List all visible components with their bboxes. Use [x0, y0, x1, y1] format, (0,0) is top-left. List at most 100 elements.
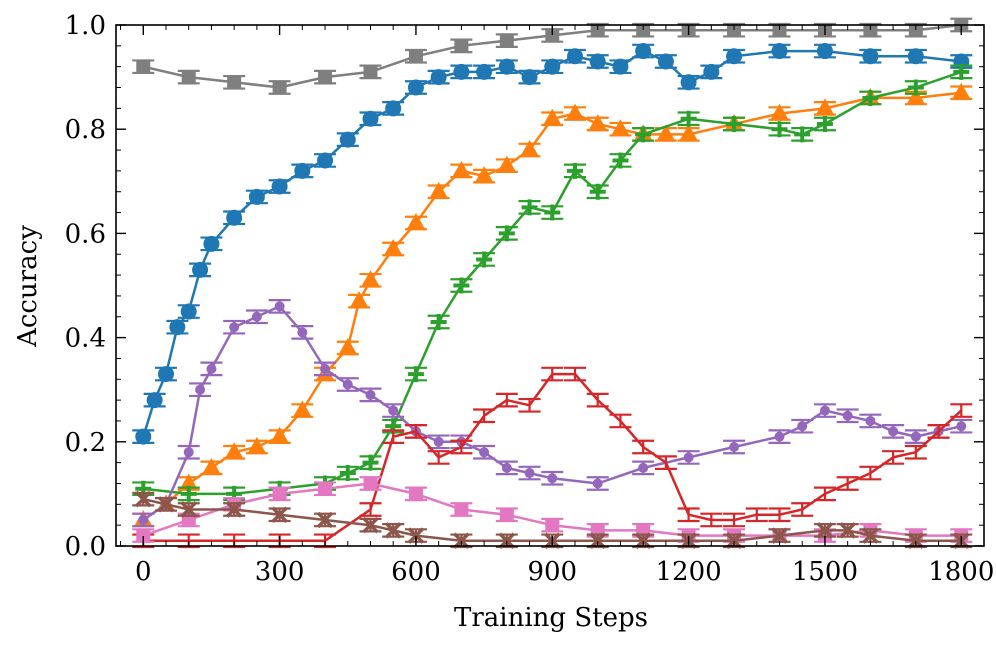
marker-triangle: [384, 239, 403, 256]
data-point-orange: [450, 160, 473, 179]
data-point-orange: [813, 98, 836, 116]
marker-square: [499, 33, 514, 48]
marker-circle: [407, 79, 424, 96]
data-point-purple: [200, 361, 223, 377]
data-point-red: [882, 450, 905, 465]
data-point-red: [359, 502, 382, 517]
marker-circle: [180, 303, 197, 320]
data-point-green: [450, 277, 473, 294]
data-point-blue: [166, 319, 189, 336]
marker-x: [316, 511, 334, 529]
data-point-green: [723, 115, 746, 132]
data-point-brown: [382, 522, 405, 539]
data-point-red: [904, 444, 927, 460]
marker-circle: [476, 63, 493, 80]
marker-circle: [342, 379, 353, 390]
data-point-purple: [291, 325, 314, 340]
marker-circle: [248, 188, 265, 205]
data-point-orange: [677, 124, 700, 142]
data-point-purple: [336, 377, 359, 392]
data-point-purple: [677, 450, 700, 465]
data-point-orange: [654, 124, 677, 142]
marker-square: [363, 476, 378, 491]
series-purple: [132, 298, 973, 528]
marker-x: [225, 501, 243, 518]
marker-circle: [294, 162, 311, 179]
data-point-green: [359, 454, 382, 471]
marker-circle: [524, 468, 535, 479]
data-point-purple: [189, 382, 212, 398]
data-point-red: [768, 507, 791, 523]
data-point-blue: [291, 162, 314, 179]
data-point-green: [677, 110, 700, 127]
data-point-red: [563, 366, 586, 382]
marker-triangle: [770, 103, 789, 120]
data-point-gray: [632, 22, 655, 38]
data-point-green: [518, 199, 541, 216]
data-point-orange: [200, 457, 223, 476]
data-point-green: [473, 251, 496, 268]
marker-plus: [362, 454, 379, 471]
marker-plus: [726, 115, 743, 132]
marker-circle: [657, 53, 674, 70]
marker-plus: [407, 366, 424, 383]
data-point-pink: [495, 507, 518, 523]
data-point-purple: [950, 418, 973, 434]
marker-circle: [339, 131, 356, 148]
marker-square: [636, 23, 651, 38]
data-point-purple: [904, 429, 927, 444]
marker-circle: [797, 421, 808, 432]
marker-square: [727, 23, 742, 38]
data-point-red: [654, 455, 677, 470]
data-point-green: [427, 313, 450, 330]
data-point-orange: [291, 400, 314, 418]
marker-circle: [498, 58, 515, 75]
data-point-purple: [473, 444, 496, 460]
data-point-blue: [154, 366, 177, 383]
marker-circle: [816, 43, 833, 60]
marker-circle: [430, 69, 447, 86]
data-point-green: [950, 63, 973, 80]
plot-frame: [115, 24, 985, 547]
x-tick-label: 900: [527, 557, 577, 587]
data-point-gray: [404, 48, 427, 64]
data-point-blue: [586, 53, 609, 70]
data-point-red: [609, 413, 632, 429]
marker-circle: [203, 235, 220, 252]
data-point-blue: [200, 235, 223, 252]
data-point-pink: [450, 502, 473, 517]
marker-triangle: [338, 338, 357, 355]
data-point-orange: [223, 442, 246, 460]
data-point-red: [700, 512, 723, 528]
data-point-orange: [359, 270, 382, 288]
data-point-blue: [563, 48, 586, 65]
marker-plus: [953, 63, 970, 80]
y-tick-label: 0.8: [65, 115, 106, 145]
data-point-purple: [836, 408, 859, 424]
marker-circle: [362, 110, 379, 127]
data-point-red: [450, 439, 473, 455]
marker-plus: [521, 199, 538, 216]
marker-circle: [501, 462, 512, 473]
marker-circle: [862, 48, 879, 65]
data-point-red: [859, 465, 882, 481]
x-tick-label: 300: [255, 557, 305, 587]
marker-circle: [635, 43, 652, 60]
data-point-orange: [427, 181, 450, 200]
data-point-red: [927, 424, 950, 439]
marker-square: [318, 481, 333, 496]
data-point-purple: [495, 460, 518, 476]
data-point-gray: [859, 22, 882, 38]
series-green: [132, 63, 973, 502]
marker-circle: [680, 74, 697, 91]
marker-circle: [251, 311, 262, 322]
marker-circle: [183, 447, 194, 458]
x-axis-title: Training Steps: [454, 603, 648, 633]
data-point-blue: [473, 63, 496, 80]
marker-circle: [638, 462, 649, 473]
data-point-green: [495, 225, 518, 242]
marker-circle: [146, 392, 163, 409]
marker-circle: [865, 415, 876, 426]
data-point-blue: [245, 188, 268, 205]
